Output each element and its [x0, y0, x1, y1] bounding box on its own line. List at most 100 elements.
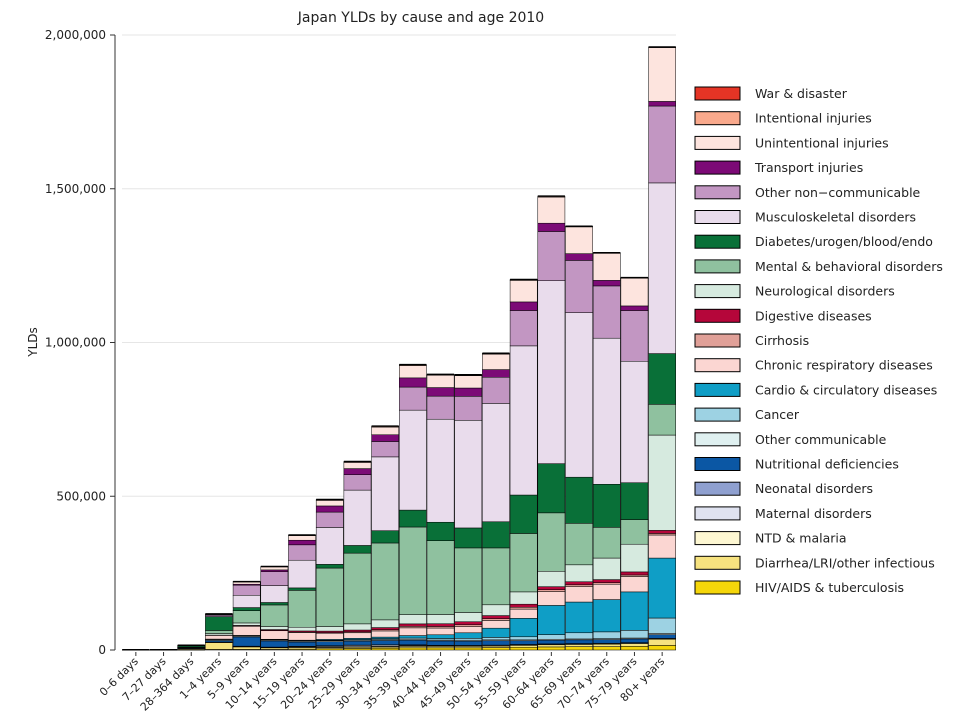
y-tick-label: 2,000,000: [45, 28, 106, 42]
bar-segment: [565, 476, 593, 524]
legend-label: Cardio & circulatory diseases: [755, 382, 937, 397]
legend-swatch: [694, 234, 741, 249]
bar-segment: [232, 636, 261, 647]
legend-swatch: [694, 481, 741, 496]
bar-segment: [288, 641, 316, 647]
bar-segment: [343, 632, 372, 639]
bar-segment: [371, 619, 399, 628]
bar-segment: [648, 105, 676, 184]
bar-segment: [648, 617, 676, 634]
bar-segment: [509, 618, 538, 638]
bar-segment: [592, 337, 621, 485]
bar-segment: [426, 375, 455, 388]
bar-segment: [482, 547, 510, 606]
bar-segment: [620, 643, 649, 647]
bar-segment: [315, 567, 344, 627]
bar-segment: [399, 386, 427, 411]
legend-swatch: [694, 506, 741, 521]
bar-segment: [371, 640, 399, 646]
bar-segment: [343, 468, 372, 475]
bar-segment: [426, 418, 455, 523]
bar-segment: [399, 409, 427, 511]
legend-swatch: [694, 111, 741, 126]
legend-swatch: [694, 531, 741, 546]
bar-segment: [620, 482, 649, 520]
bar-segment: [205, 635, 233, 640]
bar-segment: [537, 639, 566, 645]
bar-segment: [454, 624, 483, 627]
bar-segment: [648, 182, 676, 354]
bar-segment: [315, 505, 344, 513]
bar-segment: [592, 631, 621, 639]
bar-segment: [592, 643, 621, 647]
bar-segment: [454, 626, 483, 634]
bar-segment: [537, 605, 566, 635]
bar-segment: [260, 640, 289, 648]
y-tick-label: 1,000,000: [45, 336, 106, 350]
bar-segment: [260, 602, 289, 606]
bar-segment: [565, 586, 593, 603]
bar-segment: [454, 375, 483, 389]
bar-segment: [620, 519, 649, 545]
bar-segment: [482, 647, 510, 651]
bar-segment: [399, 627, 427, 636]
bar-segment: [620, 630, 649, 639]
bar-segment: [205, 630, 233, 634]
legend-label: Diarrhea/LRI/other infectious: [755, 555, 935, 570]
bar-segment: [509, 636, 538, 641]
bar-segment: [454, 632, 483, 639]
y-axis-label: YLDs: [26, 327, 40, 358]
legend-label: Chronic respiratory diseases: [755, 358, 933, 373]
bar-segment: [232, 646, 261, 650]
legend-swatch: [694, 358, 741, 373]
bar-segment: [565, 632, 593, 640]
bar-segment: [592, 484, 621, 528]
bar-segment: [509, 280, 538, 303]
bar-segment: [426, 387, 455, 397]
bar-segment: [509, 646, 538, 651]
bar-segment: [565, 646, 593, 651]
bar-segment: [343, 629, 372, 633]
bar-segment: [343, 640, 372, 646]
bar-segment: [426, 614, 455, 624]
legend-swatch: [694, 407, 741, 422]
legend-swatch: [694, 210, 741, 224]
bar-segment: [648, 638, 676, 646]
bar-segment: [482, 369, 510, 378]
bar-segment: [399, 639, 427, 646]
bar-segment: [454, 420, 483, 529]
bar-segment: [371, 630, 399, 638]
legend-label: Neurological disorders: [755, 284, 895, 299]
legend-swatch: [694, 86, 741, 101]
bar-segment: [537, 586, 566, 590]
bar-segment: [454, 647, 483, 651]
bar-segment: [537, 222, 566, 232]
bar-segment: [482, 620, 510, 629]
bar-segment: [565, 523, 593, 566]
y-tick-label: 500,000: [56, 489, 106, 503]
bar-segment: [537, 463, 566, 514]
bar-segment: [509, 533, 538, 593]
bar-segment: [482, 377, 510, 404]
chart-title: Japan YLDs by cause and age 2010: [297, 10, 544, 26]
bar-segment: [288, 587, 316, 591]
bar-segment: [232, 625, 261, 636]
bar-segment: [509, 301, 538, 311]
bar-segment: [592, 253, 621, 281]
bar-segment: [620, 646, 649, 651]
bar-segment: [648, 634, 676, 639]
bar-segment: [454, 612, 483, 622]
legend-swatch: [694, 259, 741, 274]
bar-segment: [648, 434, 676, 531]
bar-segment: [288, 590, 316, 628]
bar-segment: [592, 599, 621, 633]
bar-segment: [565, 253, 593, 261]
bar-segment: [288, 627, 316, 632]
bar-segment: [620, 361, 649, 483]
bar-segment: [537, 571, 566, 587]
bar-segment: [648, 404, 676, 436]
bar-segment: [454, 547, 483, 613]
bar-segment: [592, 527, 621, 559]
bar-segment: [648, 534, 676, 559]
bar-segment: [288, 632, 316, 641]
